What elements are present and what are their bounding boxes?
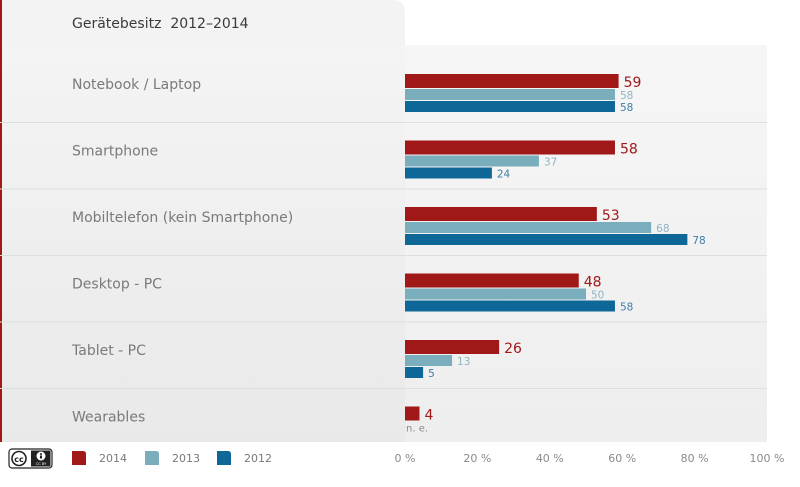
category-label: Desktop - PC xyxy=(72,277,162,293)
legend-label-2012: 2012 xyxy=(244,452,272,465)
x-tick-label: 60 % xyxy=(608,452,636,465)
bar-2014 xyxy=(405,74,619,88)
bar-2014 xyxy=(405,207,597,221)
category-label: Smartphone xyxy=(72,144,158,160)
value-label-2014: 58 xyxy=(620,142,638,158)
cc-license-badge: cc CC BY xyxy=(8,448,53,469)
bar-2013 xyxy=(405,155,539,167)
bar-2014 xyxy=(405,140,615,155)
value-label-2014: 59 xyxy=(624,75,642,91)
license-badge-text: CC BY xyxy=(36,462,47,466)
legend-label-2014: 2014 xyxy=(99,452,127,465)
x-tick-label: 100 % xyxy=(750,452,785,465)
bar-2013 xyxy=(405,288,586,300)
category-label: Wearables xyxy=(72,410,145,426)
value-label-2014: 53 xyxy=(602,208,620,224)
legend-swatch-2013 xyxy=(145,451,159,465)
category-label: Mobiltelefon (kein Smartphone) xyxy=(72,210,293,226)
x-tick-label: 0 % xyxy=(395,452,416,465)
x-tick-label: 20 % xyxy=(463,452,491,465)
bar-2012 xyxy=(405,167,492,179)
x-tick-label: 80 % xyxy=(681,452,709,465)
x-tick-label: 40 % xyxy=(536,452,564,465)
value-label-2014: 48 xyxy=(584,275,602,291)
bar-2014 xyxy=(405,340,500,354)
bars xyxy=(405,74,688,421)
legend: 2014 2013 2012 xyxy=(72,451,272,465)
bar-2013 xyxy=(405,89,615,100)
bar-2012 xyxy=(405,300,615,312)
value-label-2012: 58 xyxy=(620,302,633,314)
label-panel xyxy=(0,45,405,442)
left-accent-line xyxy=(0,0,2,442)
value-label-2013: 13 xyxy=(457,356,470,368)
legend-swatch-2014 xyxy=(72,451,86,465)
title-tab xyxy=(0,0,405,45)
value-label-2013: 68 xyxy=(656,223,669,235)
bar-2012 xyxy=(405,234,688,245)
value-label-2013: 50 xyxy=(591,290,604,302)
value-label-2013: 37 xyxy=(544,157,557,169)
legend-label-2013: 2013 xyxy=(172,452,200,465)
row-separators xyxy=(0,122,767,389)
value-label-2013: 58 xyxy=(620,90,633,102)
category-label: Tablet - PC xyxy=(71,343,146,359)
bar-2013 xyxy=(405,355,453,366)
chart-title: Gerätebesitz 2012–2014 xyxy=(72,16,249,32)
x-axis-ticks: 0 % 20 % 40 % 60 % 80 % 100 % xyxy=(395,452,785,465)
value-label-2012: 58 xyxy=(620,102,633,114)
bar-2012 xyxy=(405,101,615,112)
category-label: Notebook / Laptop xyxy=(72,77,201,93)
bar-2014 xyxy=(405,273,579,288)
value-label-2012: 5 xyxy=(428,368,435,380)
category-labels: Notebook / Laptop Smartphone Mobiltelefon … xyxy=(71,77,293,426)
value-label-2014: 4 xyxy=(424,408,433,424)
missing-value-label: n. e. xyxy=(406,424,428,435)
bar-2012 xyxy=(405,367,424,378)
value-label-2012: 24 xyxy=(497,169,511,181)
legend-swatch-2012 xyxy=(217,451,231,465)
bar-2014 xyxy=(405,406,420,421)
svg-text:cc: cc xyxy=(14,455,24,464)
value-label-2012: 78 xyxy=(692,235,705,247)
bar-2013 xyxy=(405,222,652,233)
value-label-2014: 26 xyxy=(504,341,522,357)
